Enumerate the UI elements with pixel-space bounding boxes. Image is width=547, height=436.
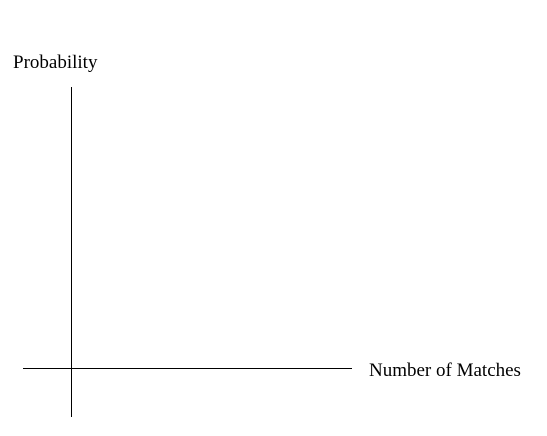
y-axis-label: Probability	[13, 52, 98, 73]
x-axis-label: Number of Matches	[369, 360, 521, 381]
